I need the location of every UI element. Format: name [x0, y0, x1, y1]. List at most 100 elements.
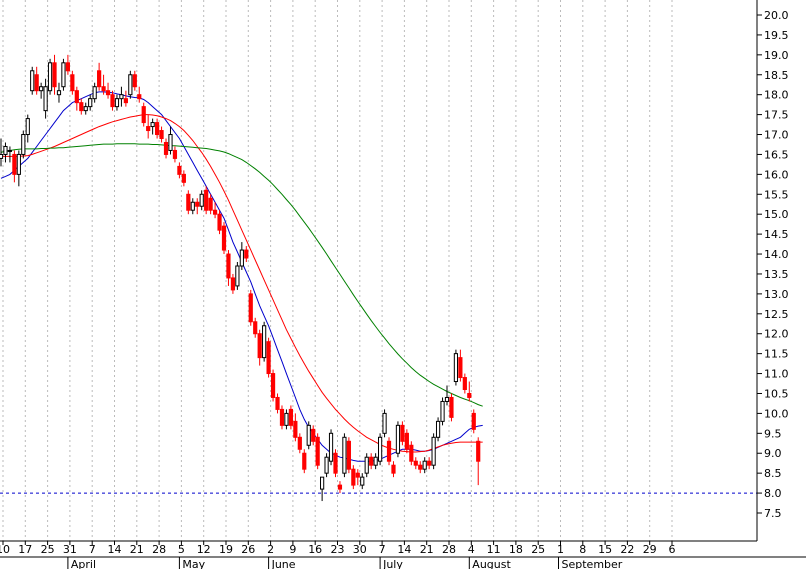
candle	[150, 118, 155, 135]
candle-body	[61, 62, 66, 88]
candle	[333, 449, 338, 478]
x-tick-label: 12	[197, 543, 211, 556]
x-tick-label: 18	[509, 543, 523, 556]
candle-body	[262, 325, 267, 359]
candle-body	[172, 149, 178, 159]
candle-body	[275, 396, 280, 410]
candle	[431, 433, 436, 470]
candle	[47, 58, 53, 95]
candle	[266, 337, 271, 378]
candle	[453, 349, 459, 386]
candle	[418, 461, 423, 474]
x-tick-label: 29	[643, 543, 657, 556]
candle-body	[101, 86, 106, 92]
y-tick-label: 8.5	[764, 467, 782, 480]
candle-body	[168, 134, 173, 151]
candle-body	[110, 94, 115, 108]
candle-body	[471, 412, 476, 430]
candle	[146, 114, 151, 139]
candle	[440, 397, 445, 426]
candle	[346, 437, 351, 474]
month-label: August	[472, 558, 511, 569]
candle-body	[400, 424, 405, 442]
y-tick-label: 19.0	[764, 49, 789, 62]
candle-body	[39, 86, 44, 92]
candle	[297, 433, 302, 454]
candle-body	[105, 90, 111, 96]
candle-body	[83, 106, 88, 112]
candle-body	[351, 468, 356, 486]
x-tick-label: 28	[152, 543, 166, 556]
candle-body	[155, 122, 160, 136]
x-tick-label: 10	[0, 543, 10, 556]
candle-body	[413, 460, 418, 466]
candle	[293, 413, 298, 442]
candle	[141, 102, 146, 127]
candle-body	[444, 396, 450, 402]
month-label: September	[562, 558, 623, 569]
x-tick-label: 2	[267, 543, 274, 556]
candle-body	[186, 193, 191, 211]
candle	[12, 150, 17, 183]
candle	[476, 437, 481, 486]
candle-body	[315, 436, 320, 466]
candle	[270, 369, 276, 402]
candle	[181, 170, 186, 187]
candle	[373, 453, 378, 470]
candle-body	[342, 436, 347, 474]
candle	[168, 126, 173, 155]
candle	[262, 321, 267, 362]
x-tick-label: 19	[219, 543, 233, 556]
candle	[74, 86, 79, 111]
candle-body	[373, 456, 378, 466]
candle	[25, 114, 30, 143]
candle	[409, 441, 414, 466]
candle	[386, 437, 392, 466]
candle-body	[159, 130, 164, 140]
candle-body	[355, 472, 360, 478]
candle	[119, 86, 124, 107]
candle	[395, 421, 401, 458]
candle	[355, 469, 360, 486]
candle	[458, 349, 463, 382]
y-tick-label: 15.0	[764, 208, 789, 221]
candle-body	[279, 408, 285, 426]
candle	[382, 409, 387, 438]
candle-body	[391, 464, 396, 474]
candle-body	[177, 165, 182, 175]
candle	[92, 82, 97, 103]
candle	[34, 66, 39, 95]
candle-body	[337, 484, 343, 490]
candle	[123, 90, 128, 107]
y-tick-label: 16.0	[764, 168, 789, 181]
candle-body	[302, 452, 307, 470]
candle	[235, 262, 240, 290]
candle-body	[360, 476, 365, 486]
moving-average-line-2	[1, 114, 483, 453]
candle-body	[119, 94, 124, 100]
candle-body	[7, 149, 13, 152]
candle-body	[395, 424, 401, 454]
candle-body	[3, 145, 8, 155]
candle-body	[88, 98, 93, 108]
x-tick-label: 7	[89, 543, 96, 556]
candle	[0, 138, 4, 167]
candle-body	[70, 74, 75, 92]
moving-average-layer	[0, 91, 483, 462]
candle	[3, 142, 8, 163]
moving-average-line-3	[0, 143, 483, 407]
candle-body	[79, 102, 84, 112]
candle	[208, 194, 213, 215]
candle	[244, 246, 249, 263]
x-tick-label: 17	[18, 543, 32, 556]
candle	[328, 429, 334, 466]
x-tick-label: 9	[289, 543, 296, 556]
y-tick-label: 11.0	[764, 368, 789, 381]
candle-body	[97, 70, 102, 88]
candle	[217, 210, 222, 235]
candle	[159, 126, 164, 143]
y-tick-label: 10.0	[764, 407, 789, 420]
candle-body	[114, 98, 120, 108]
candle-body	[333, 452, 338, 474]
